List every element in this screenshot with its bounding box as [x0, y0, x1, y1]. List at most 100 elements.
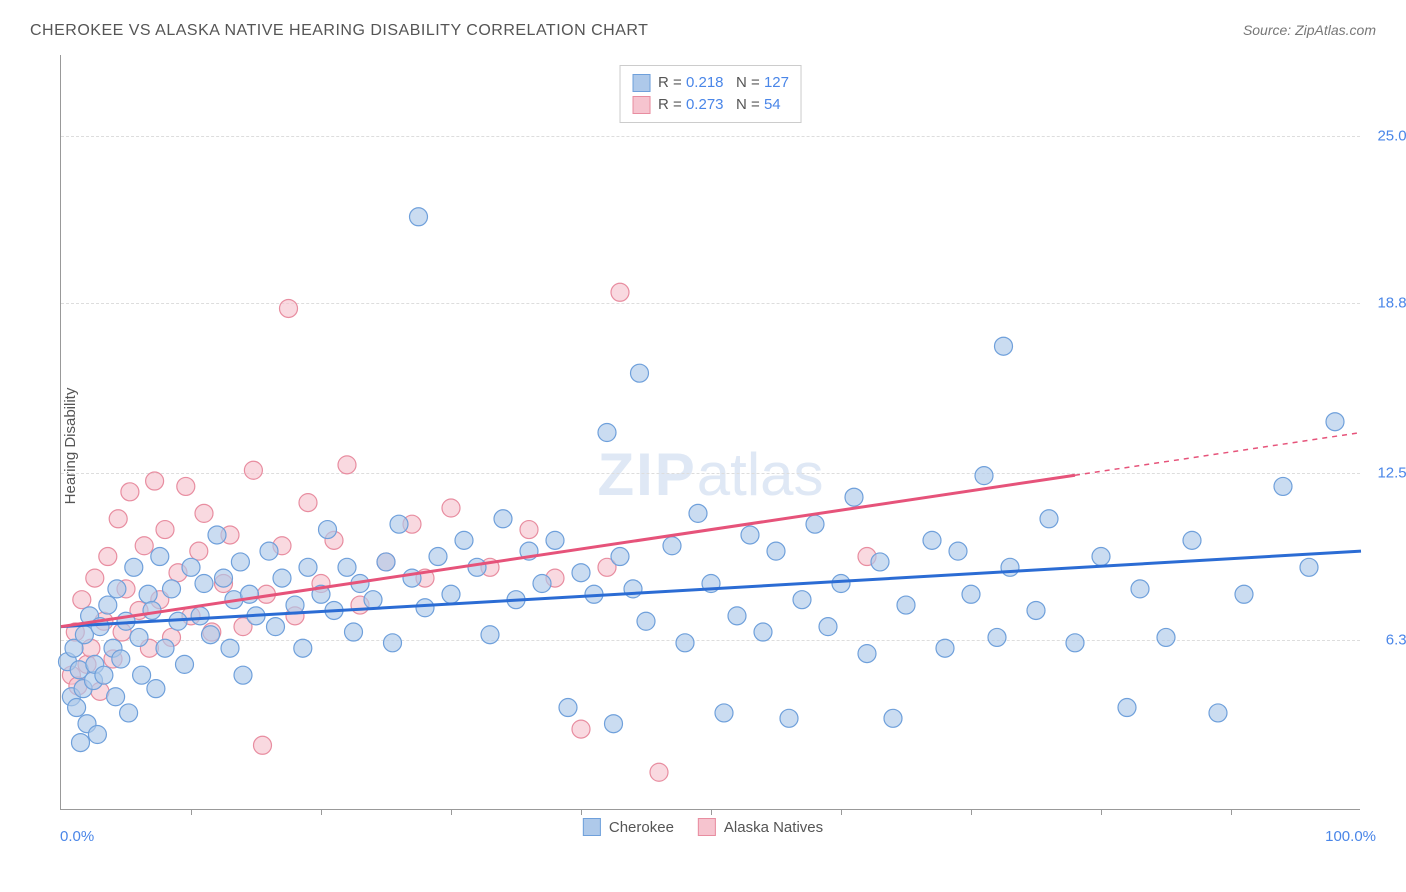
data-point [637, 612, 655, 630]
data-point [208, 526, 226, 544]
correlation-legend: R = 0.218 N = 127R = 0.273 N = 54 [619, 65, 802, 123]
data-point [254, 736, 272, 754]
data-point [1131, 580, 1149, 598]
data-point [767, 542, 785, 560]
data-point [72, 734, 90, 752]
data-point [689, 504, 707, 522]
data-point [125, 558, 143, 576]
legend-stats: R = 0.273 N = 54 [658, 94, 781, 116]
data-point [481, 626, 499, 644]
data-point [442, 499, 460, 517]
legend-label: Cherokee [609, 819, 674, 836]
x-tick [1101, 809, 1102, 815]
legend-swatch [632, 74, 650, 92]
data-point [1157, 628, 1175, 646]
data-point [377, 553, 395, 571]
data-point [845, 488, 863, 506]
legend-label: Alaska Natives [724, 819, 823, 836]
data-point [429, 548, 447, 566]
data-point [112, 650, 130, 668]
data-point [260, 542, 278, 560]
data-point [86, 569, 104, 587]
data-point [936, 639, 954, 657]
source-label: Source: [1243, 22, 1295, 38]
data-point [73, 591, 91, 609]
x-max-label: 100.0% [1325, 828, 1376, 845]
trend-line-extrapolated [1075, 433, 1361, 476]
data-point [832, 575, 850, 593]
legend-row: R = 0.218 N = 127 [632, 72, 789, 94]
data-point [858, 645, 876, 663]
data-point [1027, 601, 1045, 619]
data-point [559, 699, 577, 717]
x-tick [451, 809, 452, 815]
y-tick-label: 25.0% [1365, 127, 1406, 144]
data-point [121, 483, 139, 501]
data-point [1118, 699, 1136, 717]
data-point [650, 763, 668, 781]
data-point [533, 575, 551, 593]
data-point [299, 494, 317, 512]
legend-row: R = 0.273 N = 54 [632, 94, 789, 116]
x-tick [841, 809, 842, 815]
legend-stats: R = 0.218 N = 127 [658, 72, 789, 94]
data-point [364, 591, 382, 609]
data-point [107, 688, 125, 706]
data-point [605, 715, 623, 733]
data-point [975, 467, 993, 485]
data-point [995, 337, 1013, 355]
data-point [871, 553, 889, 571]
data-point [95, 666, 113, 684]
data-point [416, 599, 434, 617]
data-point [988, 628, 1006, 646]
data-point [598, 424, 616, 442]
data-point [494, 510, 512, 528]
data-point [147, 680, 165, 698]
data-point [280, 299, 298, 317]
data-point [234, 666, 252, 684]
y-tick-label: 6.3% [1365, 632, 1406, 649]
data-point [884, 709, 902, 727]
data-point [390, 515, 408, 533]
x-tick [711, 809, 712, 815]
data-point [68, 699, 86, 717]
data-point [191, 607, 209, 625]
data-point [1001, 558, 1019, 576]
data-point [1300, 558, 1318, 576]
data-point [244, 461, 262, 479]
data-point [1274, 477, 1292, 495]
data-point [338, 456, 356, 474]
data-point [897, 596, 915, 614]
data-point [231, 553, 249, 571]
data-point [99, 596, 117, 614]
y-tick-label: 12.5% [1365, 464, 1406, 481]
data-point [410, 208, 428, 226]
data-point [1092, 548, 1110, 566]
data-point [819, 618, 837, 636]
x-tick [971, 809, 972, 815]
data-point [611, 283, 629, 301]
data-point [176, 655, 194, 673]
data-point [135, 537, 153, 555]
legend-item: Alaska Natives [698, 818, 823, 836]
data-point [676, 634, 694, 652]
data-point [190, 542, 208, 560]
data-point [384, 634, 402, 652]
data-point [177, 477, 195, 495]
data-point [1040, 510, 1058, 528]
data-point [133, 666, 151, 684]
x-min-label: 0.0% [60, 828, 94, 845]
data-point [1183, 531, 1201, 549]
y-tick-label: 18.8% [1365, 295, 1406, 312]
source-attribution: Source: ZipAtlas.com [1243, 22, 1376, 38]
data-point [146, 472, 164, 490]
data-point [221, 639, 239, 657]
data-point [923, 531, 941, 549]
data-point [611, 548, 629, 566]
data-point [143, 601, 161, 619]
data-point [99, 548, 117, 566]
data-point [520, 521, 538, 539]
data-point [572, 564, 590, 582]
data-point [793, 591, 811, 609]
data-point [715, 704, 733, 722]
